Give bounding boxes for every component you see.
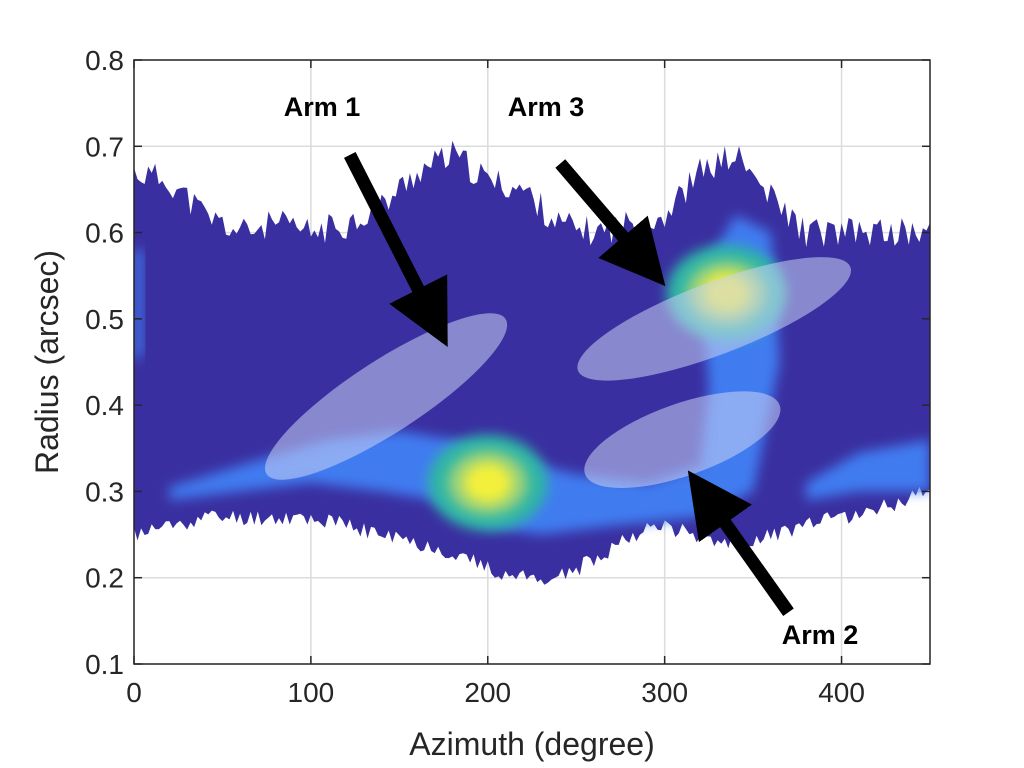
tick-labels: 0 100 200 300 400 0.1 0.2 0.3 0.4 0.5 0.6 0.7 0.8 bbox=[85, 45, 865, 708]
y-tick-label-0.5: 0.5 bbox=[85, 304, 124, 335]
x-axis-label: Azimuth (degree) bbox=[409, 726, 654, 762]
y-tick-label-0.1: 0.1 bbox=[85, 649, 124, 680]
y-tick-label-0.2: 0.2 bbox=[85, 563, 124, 594]
y-tick-label-0.3: 0.3 bbox=[85, 476, 124, 507]
x-tick-label-0: 0 bbox=[126, 677, 142, 708]
arm-label-1: Arm 1 bbox=[284, 92, 361, 122]
arm-arrow-1 bbox=[344, 151, 448, 347]
y-tick-label-0.8: 0.8 bbox=[85, 45, 124, 76]
y-tick-label-0.7: 0.7 bbox=[85, 131, 124, 162]
y-tick-label-0.6: 0.6 bbox=[85, 218, 124, 249]
x-tick-label-200: 200 bbox=[464, 677, 511, 708]
arm-arrow-2 bbox=[555, 159, 666, 287]
y-axis-label: Radius (arcsec) bbox=[29, 250, 65, 474]
arm-labels: Arm 1 Arm 3 Arm 2 bbox=[284, 92, 859, 650]
arm-highlight-3 bbox=[584, 391, 781, 489]
peak-0-core bbox=[463, 462, 512, 503]
y-tick-label-0.4: 0.4 bbox=[85, 390, 124, 421]
x-tick-label-300: 300 bbox=[641, 677, 688, 708]
arm-arrow-3 bbox=[687, 470, 794, 616]
arm-highlight-2 bbox=[577, 257, 851, 381]
arm-label-3: Arm 2 bbox=[782, 620, 859, 650]
low-emission-edge bbox=[134, 249, 143, 362]
low-emission-band-right bbox=[806, 439, 930, 501]
axes-box bbox=[133, 59, 931, 665]
arm-label-2: Arm 3 bbox=[508, 92, 585, 122]
x-tick-label-100: 100 bbox=[288, 677, 335, 708]
axis-ticks bbox=[133, 59, 930, 665]
x-tick-label-400: 400 bbox=[818, 677, 865, 708]
arm-arrows bbox=[344, 151, 794, 616]
arm-highlights bbox=[265, 257, 851, 489]
arm-highlight-1 bbox=[265, 313, 508, 480]
